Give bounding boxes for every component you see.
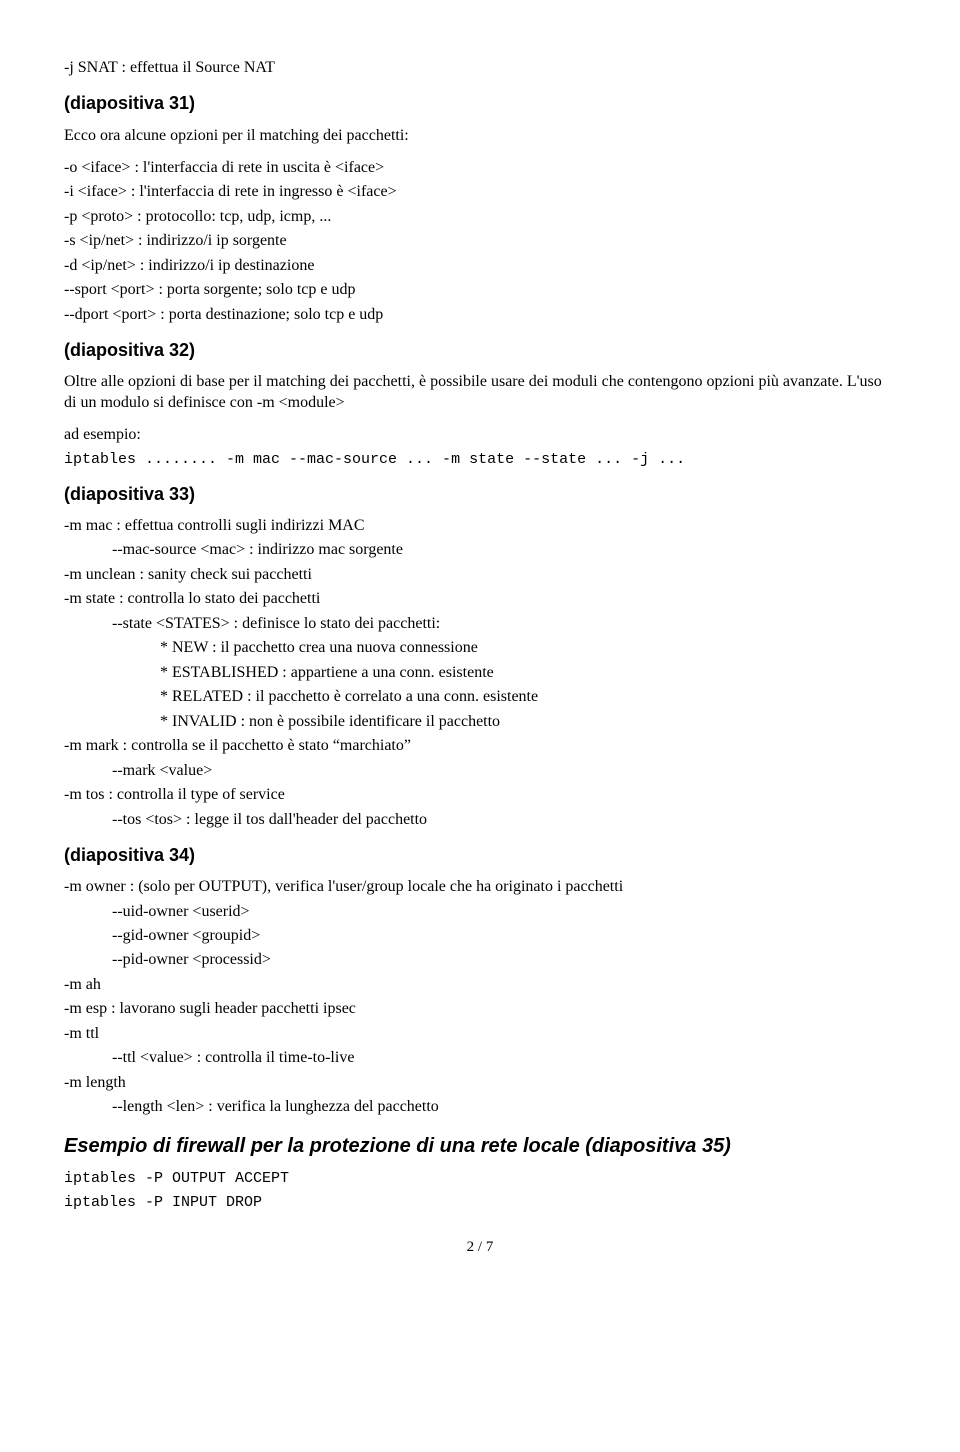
s34-l1: -m owner : (solo per OUTPUT), verifica l… [64,877,896,897]
s31-l3: -p <proto> : protocollo: tcp, udp, icmp,… [64,207,896,227]
heading-32: (diapositiva 32) [64,339,896,362]
s31-l1: -o <iface> : l'interfaccia di rete in us… [64,158,896,178]
s33-l3a: --state <STATES> : definisce lo stato de… [64,614,896,634]
s33-l4a: --mark <value> [64,761,896,781]
s33-l5: -m tos : controlla il type of service [64,785,896,805]
heading-35: Esempio di firewall per la protezione di… [64,1134,896,1160]
s33-l3b: * NEW : il pacchetto crea una nuova conn… [64,638,896,658]
s35-code2: iptables -P INPUT DROP [64,1193,896,1212]
s34-l1a: --uid-owner <userid> [64,902,896,922]
heading-31: (diapositiva 31) [64,92,896,115]
s33-l4: -m mark : controlla se il pacchetto è st… [64,736,896,756]
s33-l3d: * RELATED : il pacchetto è correlato a u… [64,687,896,707]
s31-l2: -i <iface> : l'interfaccia di rete in in… [64,182,896,202]
s31-l4: -s <ip/net> : indirizzo/i ip sorgente [64,231,896,251]
s33-l3c: * ESTABLISHED : appartiene a una conn. e… [64,663,896,683]
s34-l1b: --gid-owner <groupid> [64,926,896,946]
s34-l4a: --ttl <value> : controlla il time-to-liv… [64,1048,896,1068]
s33-l3e: * INVALID : non è possibile identificare… [64,712,896,732]
page-number: 2 / 7 [64,1238,896,1257]
s34-l2: -m ah [64,975,896,995]
s33-l1: -m mac : effettua controlli sugli indiri… [64,516,896,536]
s33-l1a: --mac-source <mac> : indirizzo mac sorge… [64,540,896,560]
s35-code1: iptables -P OUTPUT ACCEPT [64,1169,896,1188]
heading-33: (diapositiva 33) [64,483,896,506]
s34-l5a: --length <len> : verifica la lunghezza d… [64,1097,896,1117]
s34-l4: -m ttl [64,1024,896,1044]
s33-l5a: --tos <tos> : legge il tos dall'header d… [64,810,896,830]
s34-l5: -m length [64,1073,896,1093]
s31-l5: -d <ip/net> : indirizzo/i ip destinazion… [64,256,896,276]
s33-l3: -m state : controlla lo stato dei pacche… [64,589,896,609]
s31-l7: --dport <port> : porta destinazione; sol… [64,305,896,325]
heading-34: (diapositiva 34) [64,844,896,867]
intro-line: -j SNAT : effettua il Source NAT [64,58,896,78]
s31-l6: --sport <port> : porta sorgente; solo tc… [64,280,896,300]
s34-l3: -m esp : lavorano sugli header pacchetti… [64,999,896,1019]
s33-l2: -m unclean : sanity check sui pacchetti [64,565,896,585]
s31-intro: Ecco ora alcune opzioni per il matching … [64,126,896,146]
s32-p1: Oltre alle opzioni di base per il matchi… [64,372,896,413]
s32-example-label: ad esempio: [64,425,896,445]
s32-code: iptables ........ -m mac --mac-source ..… [64,450,896,469]
s34-l1c: --pid-owner <processid> [64,950,896,970]
